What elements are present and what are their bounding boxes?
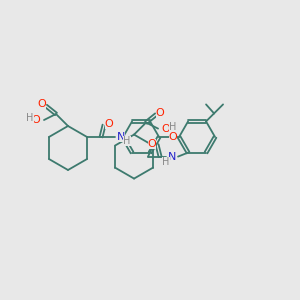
- Text: O: O: [156, 108, 164, 118]
- Text: H: H: [169, 122, 177, 132]
- Text: O: O: [162, 124, 170, 134]
- Text: O: O: [32, 115, 40, 125]
- Text: O: O: [169, 132, 177, 142]
- Text: N: N: [168, 152, 176, 162]
- Text: O: O: [105, 119, 113, 129]
- Text: H: H: [123, 136, 131, 146]
- Text: H: H: [26, 113, 34, 123]
- Text: O: O: [38, 99, 46, 109]
- Text: H: H: [162, 157, 170, 166]
- Text: N: N: [117, 132, 125, 142]
- Text: O: O: [148, 139, 156, 148]
